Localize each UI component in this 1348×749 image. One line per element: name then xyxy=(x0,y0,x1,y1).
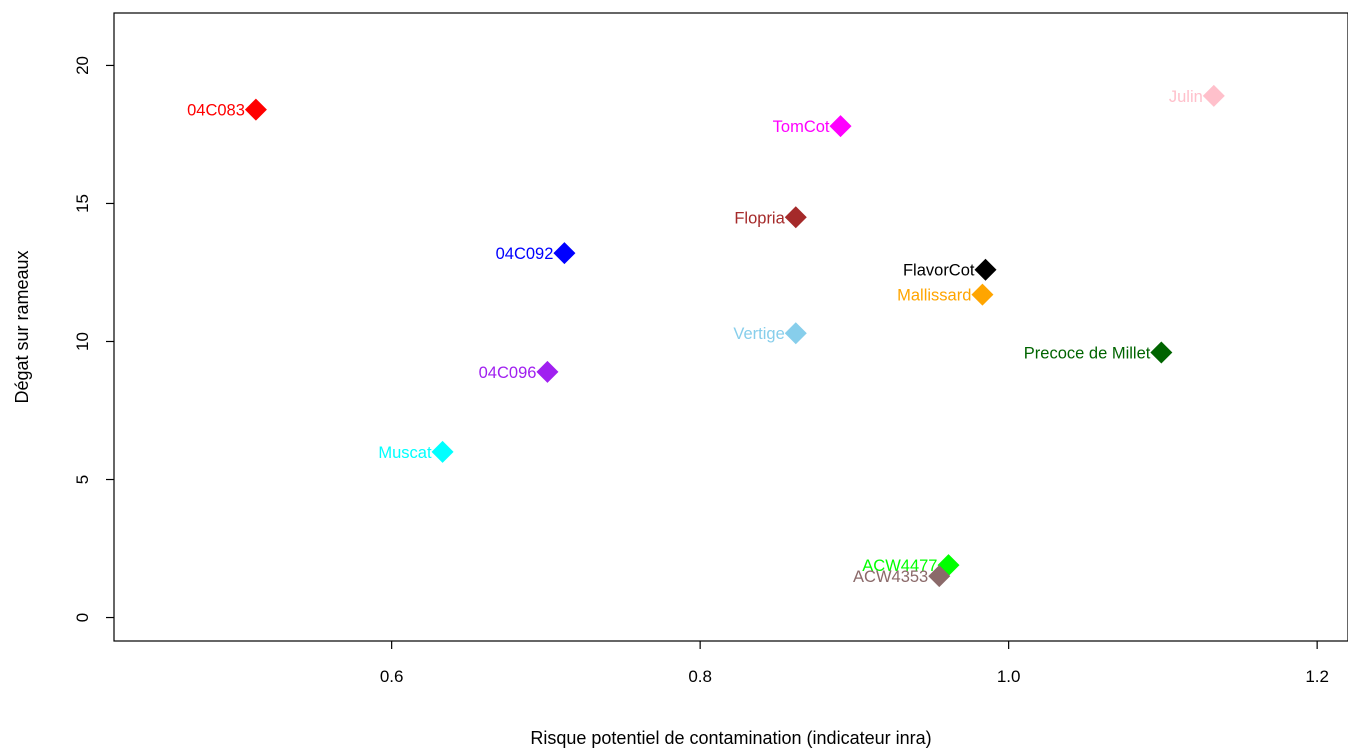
plot-frame xyxy=(113,12,1348,642)
x-tick-label: 1.0 xyxy=(997,667,1021,686)
point-label: FlavorCot xyxy=(903,262,975,280)
point-label: Julin xyxy=(1169,88,1203,106)
y-tick-label: 0 xyxy=(73,613,92,622)
data-point-precoce-de-millet xyxy=(1150,341,1173,364)
point-label: Mallissard xyxy=(897,287,971,305)
y-axis: 0 5 10 15 20 xyxy=(73,56,114,622)
x-tick-label: 0.8 xyxy=(688,667,712,686)
data-point-julin xyxy=(1202,84,1225,107)
y-tick-label: 5 xyxy=(73,475,92,484)
point-label: ACW4477 xyxy=(862,557,937,575)
point-label: Flopria xyxy=(734,209,785,227)
data-point-04c096 xyxy=(536,360,559,383)
x-tick-label: 1.2 xyxy=(1305,667,1329,686)
y-tick-label: 20 xyxy=(73,56,92,75)
point-label: 04C083 xyxy=(187,102,245,120)
y-axis-label: Dégat sur rameaux xyxy=(12,250,32,403)
data-point-flopria xyxy=(784,206,807,229)
y-tick-label: 15 xyxy=(73,194,92,213)
point-labels: 04C083 Julin TomCot Flopria 04C092 FlavorCot M… xyxy=(187,88,1203,586)
x-axis-label: Risque potentiel de contamination (indic… xyxy=(530,728,931,748)
point-label: Precoce de Millet xyxy=(1024,345,1151,363)
data-point-flavorcot xyxy=(974,258,997,281)
point-label: 04C092 xyxy=(496,245,554,263)
data-point-04c083 xyxy=(244,98,267,121)
point-label: TomCot xyxy=(773,118,830,136)
data-point-acw4353 xyxy=(928,565,951,588)
point-label: Vertige xyxy=(733,325,784,343)
x-tick-label: 0.6 xyxy=(380,667,404,686)
x-axis: 0.6 0.8 1.0 1.2 xyxy=(380,641,1329,686)
data-point-mallissard xyxy=(971,283,994,306)
data-point-04c092 xyxy=(553,242,576,265)
point-label: Muscat xyxy=(378,444,432,462)
point-label: 04C096 xyxy=(479,364,537,382)
data-point-muscat xyxy=(431,440,454,463)
data-points xyxy=(244,84,1225,588)
y-tick-label: 10 xyxy=(73,332,92,351)
data-point-tomcot xyxy=(829,115,852,138)
data-point-vertige xyxy=(784,322,807,345)
point-label: ACW4353 xyxy=(853,568,928,586)
